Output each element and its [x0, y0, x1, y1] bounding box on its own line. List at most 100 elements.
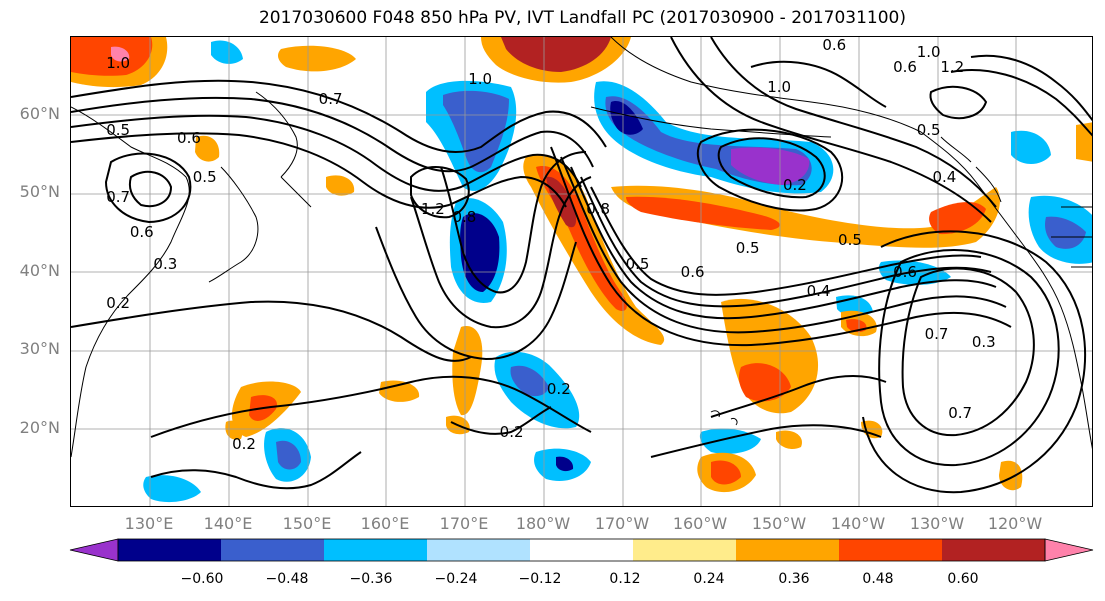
- contour-low-center: [410, 166, 470, 219]
- contour-label: 0.8: [452, 207, 477, 226]
- coastline-japan: [208, 166, 259, 283]
- contour-label: 0.6: [177, 129, 201, 148]
- contour-label: 0.7: [948, 403, 973, 422]
- contour-label: 0.7: [924, 325, 949, 344]
- coastline-na-inland: [1051, 206, 1092, 268]
- lon-label-150e: 150°E: [282, 514, 332, 533]
- lon-label-140e: 140°E: [203, 514, 253, 533]
- contour-label: 1.0: [916, 42, 941, 61]
- contour-label: 0.6: [893, 58, 917, 77]
- contour-north-2: [71, 96, 594, 173]
- colorbar-segment: [942, 539, 1046, 561]
- lon-label-130w: 130°W: [909, 514, 965, 533]
- contour-label: 0.5: [838, 231, 862, 250]
- colorbar-segment: [736, 539, 840, 561]
- contour-jet-1: [570, 166, 997, 320]
- coastline-bc-islands: [940, 136, 1002, 203]
- contour-subtropical-2: [150, 375, 592, 438]
- coastline-alaska: [610, 37, 922, 133]
- contour-label: 0.4: [932, 168, 957, 187]
- contour-west-loop: [128, 170, 173, 207]
- colorbar-segment: [118, 539, 222, 561]
- contour-label: 0.3: [153, 254, 178, 273]
- colorbar-tick-pos024: 0.24: [693, 571, 725, 587]
- lon-label-140w: 140°W: [830, 514, 886, 533]
- contour-subtropical-1: [71, 300, 472, 362]
- contour-north-1: [71, 79, 607, 153]
- contour-label: 0.2: [106, 293, 131, 312]
- neg-anomaly-central-south-core: [510, 365, 549, 397]
- lon-label-180w: 180°W: [515, 514, 571, 533]
- colorbar-segment: [530, 539, 634, 561]
- contour-trough-2: [410, 176, 592, 329]
- lat-label-20n: 20°N: [19, 418, 60, 437]
- contour-label: 1.0: [106, 54, 131, 73]
- lat-label-50n: 50°N: [19, 182, 60, 201]
- contour-label: 0.5: [735, 238, 760, 257]
- coastline-kuril: [280, 176, 312, 208]
- colorbar-outline: [117, 538, 1046, 562]
- pv-contours: [71, 37, 1092, 494]
- pos-anomaly-far-se: [999, 460, 1023, 491]
- neg-anomaly-nw-small: [211, 40, 243, 64]
- neg-anomaly-south-central-core: [556, 456, 574, 472]
- pos-anomaly-east-red: [929, 201, 986, 235]
- contour-trough-3: [375, 226, 577, 361]
- colorbar-extend-max: [1044, 538, 1094, 562]
- pos-anomaly-zonal-band: [611, 185, 1000, 248]
- contour-west-loop-2: [104, 152, 192, 224]
- colorbar-tick-neg036: −0.36: [349, 571, 393, 587]
- map-canvas: [71, 37, 1092, 506]
- contour-label: 0.2: [232, 435, 256, 454]
- lon-label-170e: 170°E: [439, 514, 489, 533]
- colorbar-tick-neg012: −0.12: [518, 571, 562, 587]
- pos-anomaly-south-mid2: [379, 380, 420, 402]
- neg-anomaly-east-pacific-core: [1045, 216, 1086, 249]
- contour-south-1: [150, 451, 362, 490]
- contour-jet-4: [580, 176, 992, 308]
- contour-east-loop-3: [862, 230, 1087, 494]
- contour-label: 0.8: [586, 199, 611, 218]
- contour-label: 0.3: [971, 333, 996, 352]
- contour-label: 0.7: [318, 89, 343, 108]
- contour-east-ridge-1: [670, 37, 992, 223]
- contour-gulf-loop-2: [696, 128, 844, 212]
- lat-label-30n: 30°N: [19, 339, 60, 358]
- pos-anomaly-south-east-red-core: [711, 460, 741, 485]
- graticule: [71, 37, 1092, 506]
- contour-label: 0.5: [192, 168, 217, 187]
- contour-south-2: [450, 406, 552, 435]
- colorbar-segment: [221, 539, 325, 561]
- colorbar-tick-pos060: 0.60: [947, 571, 979, 587]
- colorbar-tick-neg060: −0.60: [180, 571, 224, 587]
- contour-label: 0.5: [106, 121, 131, 140]
- pos-anomaly-south-mid: [452, 326, 483, 416]
- map-panel: 1.0 1.0 0.6 1.0 0.7 0.5 0.6 0.7 0.5 0.6 0.3 1.2 0.8 0…: [70, 36, 1093, 507]
- contour-label: 0.2: [499, 423, 524, 442]
- neg-anomaly-bering-core: [443, 90, 509, 173]
- contour-north-3: [71, 114, 582, 192]
- contour-ne-small: [929, 85, 988, 120]
- lon-label-150w: 150°W: [751, 514, 807, 533]
- lon-label-130e: 130°E: [124, 514, 174, 533]
- coastline-asia: [71, 106, 190, 458]
- contour-north-east-top: [970, 54, 1092, 122]
- colorbar-segment: [427, 539, 531, 561]
- colorbar-segment: [324, 539, 428, 561]
- contour-alaska-north: [750, 60, 887, 108]
- contour-jet-3: [550, 146, 1012, 347]
- contour-label: 0.6: [680, 262, 705, 281]
- contour-se-wave-2: [650, 424, 882, 458]
- colorbar-segment: [633, 539, 737, 561]
- contour-north-east-top-2: [950, 69, 1092, 137]
- contour-label: 0.6: [822, 36, 847, 54]
- contour-east-loop: [901, 267, 1035, 437]
- map-title: 2017030600 F048 850 hPa PV, IVT Landfall…: [258, 8, 906, 28]
- pos-anomaly-nw-mid: [195, 135, 220, 162]
- pos-anomaly-zonal-band-red: [626, 196, 780, 230]
- contour-label: 0.2: [782, 176, 807, 195]
- contour-label: 1.0: [468, 70, 493, 89]
- contour-label: 0.7: [106, 187, 131, 206]
- colorbar-tick-neg048: −0.48: [265, 571, 309, 587]
- lon-label-160w: 160°W: [672, 514, 728, 533]
